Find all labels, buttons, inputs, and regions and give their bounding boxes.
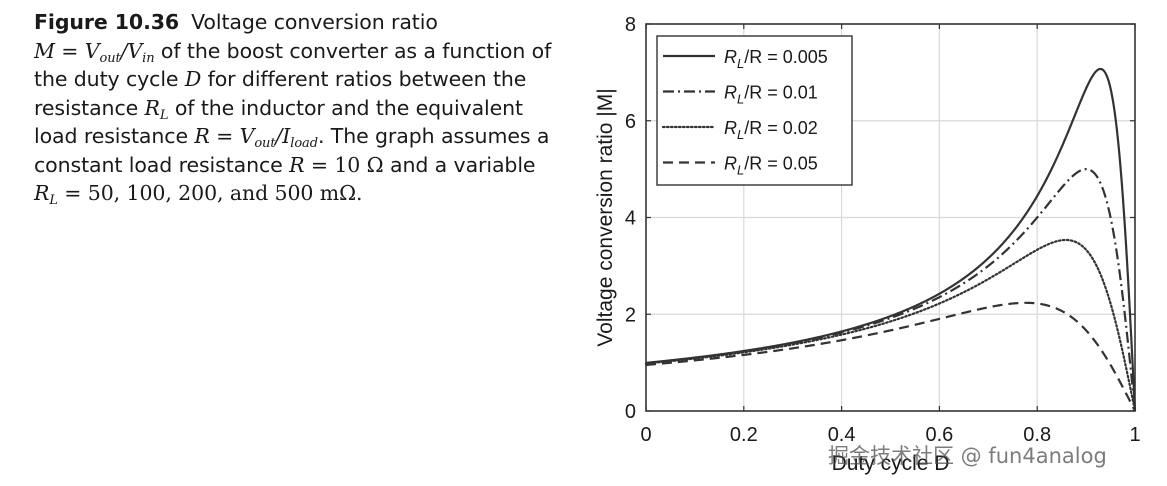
caption-line-3: the duty cycle D for different ratios be… — [34, 67, 527, 91]
x-tick-label: 1 — [1129, 424, 1140, 446]
caption-line-1: Figure 10.36 Voltage conversion ratio — [34, 8, 574, 37]
x-tick-label: 0.4 — [828, 424, 856, 446]
series-line-1 — [645, 67, 1137, 412]
series-line-2 — [645, 168, 1137, 412]
x-tick-label: 0.8 — [1023, 424, 1051, 446]
grid — [646, 24, 1135, 411]
x-tick-label: 0.6 — [925, 424, 953, 446]
curves — [644, 67, 1137, 413]
axis-ticks: 0 0.2 0.4 0.6 0.8 1 0 2 4 6 8 — [625, 14, 1141, 446]
y-tick-label: 8 — [625, 14, 636, 36]
watermark: 掘金技术社区 @ fun4analog — [828, 444, 1107, 468]
legend: RL/R = 0.005 RL/R = 0.01 RL/R = 0.02 RL/R =… — [656, 35, 853, 186]
caption-title: Voltage conversion ratio — [191, 10, 438, 34]
caption-line-6: constant load resistance R = 10 Ω and a … — [34, 152, 536, 177]
caption-line-4: resistance RL of the inductor and the eq… — [34, 95, 523, 123]
legend-label-1: RL/R = 0.005 — [724, 47, 828, 71]
legend-label-4: RL/R = 0.05 — [724, 154, 818, 178]
y-tick-label: 4 — [625, 208, 636, 230]
series-line-4 — [645, 301, 1136, 412]
y-tick-label: 2 — [625, 304, 636, 326]
caption-line-7: RL = 50, 100, 200, and 500 mΩ. — [34, 181, 363, 208]
y-tick-label: 6 — [625, 111, 636, 133]
y-axis-label: Voltage conversion ratio |M| — [594, 88, 617, 346]
caption-line-2: M = Vout/Vin of the boost converter as a… — [34, 38, 552, 66]
figure-label: Figure 10.36 — [34, 10, 180, 34]
series-line-3 — [644, 238, 1137, 413]
caption-line-5: load resistance R = Vout/Iload. The grap… — [34, 124, 550, 151]
legend-label-3: RL/R = 0.02 — [724, 118, 818, 142]
legend-label-2: RL/R = 0.01 — [724, 83, 818, 107]
x-tick-label: 0.2 — [730, 424, 758, 446]
legend-box — [656, 35, 853, 186]
y-tick-label: 0 — [625, 401, 636, 423]
x-tick-label: 0 — [640, 424, 651, 446]
figure-caption: Figure 10.36 Voltage conversion ratio M =… — [34, 8, 574, 208]
x-axis-label: Duty cycle D — [832, 452, 950, 475]
